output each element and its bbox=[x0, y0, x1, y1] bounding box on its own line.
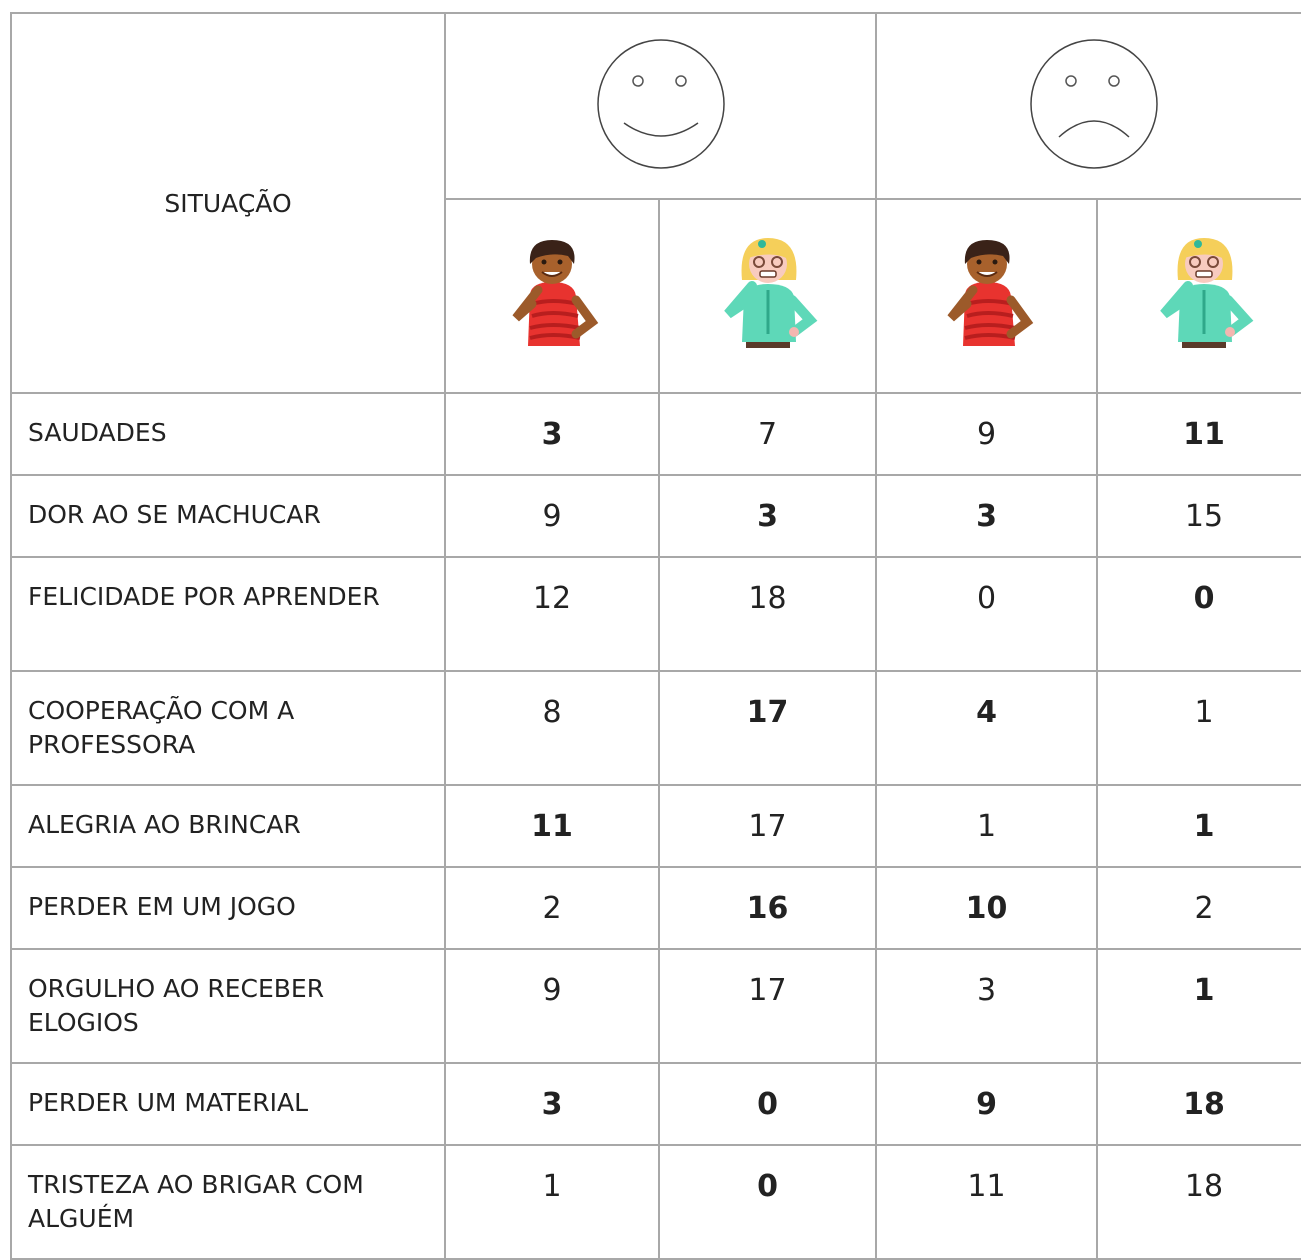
value-cell: 9 bbox=[445, 949, 659, 1063]
value-cell: 17 bbox=[659, 949, 876, 1063]
value-cell: 18 bbox=[1097, 1063, 1301, 1145]
value-cell: 2 bbox=[1097, 867, 1301, 949]
value-cell: 0 bbox=[876, 557, 1097, 671]
header-cell bbox=[876, 199, 1097, 393]
value-cell: 0 bbox=[1097, 557, 1301, 671]
value-cell: 3 bbox=[876, 949, 1097, 1063]
value-cell: 1 bbox=[445, 1145, 659, 1259]
row-label: PERDER UM MATERIAL bbox=[11, 1063, 445, 1145]
value-cell: 3 bbox=[445, 1063, 659, 1145]
row-label: PERDER EM UM JOGO bbox=[11, 867, 445, 949]
value-cell: 16 bbox=[659, 867, 876, 949]
page: SITUAÇÃO bbox=[0, 0, 1301, 1253]
row-label: ORGULHO AO RECEBER ELOGIOS bbox=[11, 949, 445, 1063]
value-cell: 11 bbox=[1097, 393, 1301, 475]
sad-face bbox=[1027, 37, 1161, 171]
value-cell: 1 bbox=[1097, 671, 1301, 785]
header-cell bbox=[445, 199, 659, 393]
girl-icon bbox=[1154, 234, 1254, 354]
header-cell: SITUAÇÃO bbox=[11, 13, 445, 393]
row-label: DOR AO SE MACHUCAR bbox=[11, 475, 445, 557]
value-cell: 1 bbox=[876, 785, 1097, 867]
value-cell: 0 bbox=[659, 1063, 876, 1145]
value-cell: 10 bbox=[876, 867, 1097, 949]
value-cell: 1 bbox=[1097, 785, 1301, 867]
header-cell bbox=[876, 13, 1301, 199]
row-label: SAUDADES bbox=[11, 393, 445, 475]
header-cell bbox=[1097, 199, 1301, 393]
value-cell: 18 bbox=[659, 557, 876, 671]
value-cell: 9 bbox=[445, 475, 659, 557]
value-cell: 3 bbox=[876, 475, 1097, 557]
value-cell: 11 bbox=[876, 1145, 1097, 1259]
row-label: FELICIDADE POR APRENDER bbox=[11, 557, 445, 671]
value-cell: 9 bbox=[876, 1063, 1097, 1145]
value-cell: 4 bbox=[876, 671, 1097, 785]
header-cell bbox=[445, 13, 876, 199]
table-body: SITUAÇÃO bbox=[11, 13, 1301, 1259]
header-cell bbox=[659, 199, 876, 393]
value-cell: 1 bbox=[1097, 949, 1301, 1063]
value-cell: 12 bbox=[445, 557, 659, 671]
value-cell: 11 bbox=[445, 785, 659, 867]
value-cell: 17 bbox=[659, 785, 876, 867]
value-cell: 2 bbox=[445, 867, 659, 949]
boy-icon bbox=[502, 234, 602, 354]
row-label: COOPERAÇÃO COM A PROFESSORA bbox=[11, 671, 445, 785]
value-cell: 3 bbox=[445, 393, 659, 475]
row-label: ALEGRIA AO BRINCAR bbox=[11, 785, 445, 867]
value-cell: 18 bbox=[1097, 1145, 1301, 1259]
row-label: TRISTEZA AO BRIGAR COM ALGUÉM bbox=[11, 1145, 445, 1259]
value-cell: 3 bbox=[659, 475, 876, 557]
results-table: SITUAÇÃO bbox=[10, 12, 1301, 1260]
value-cell: 9 bbox=[876, 393, 1097, 475]
value-cell: 8 bbox=[445, 671, 659, 785]
value-cell: 15 bbox=[1097, 475, 1301, 557]
value-cell: 0 bbox=[659, 1145, 876, 1259]
happy-face bbox=[594, 37, 728, 171]
header-row: SITUAÇÃO bbox=[11, 13, 1301, 199]
header-text: SITUAÇÃO bbox=[164, 189, 291, 218]
girl-icon bbox=[718, 234, 818, 354]
value-cell: 17 bbox=[659, 671, 876, 785]
value-cell: 7 bbox=[659, 393, 876, 475]
boy-icon bbox=[937, 234, 1037, 354]
